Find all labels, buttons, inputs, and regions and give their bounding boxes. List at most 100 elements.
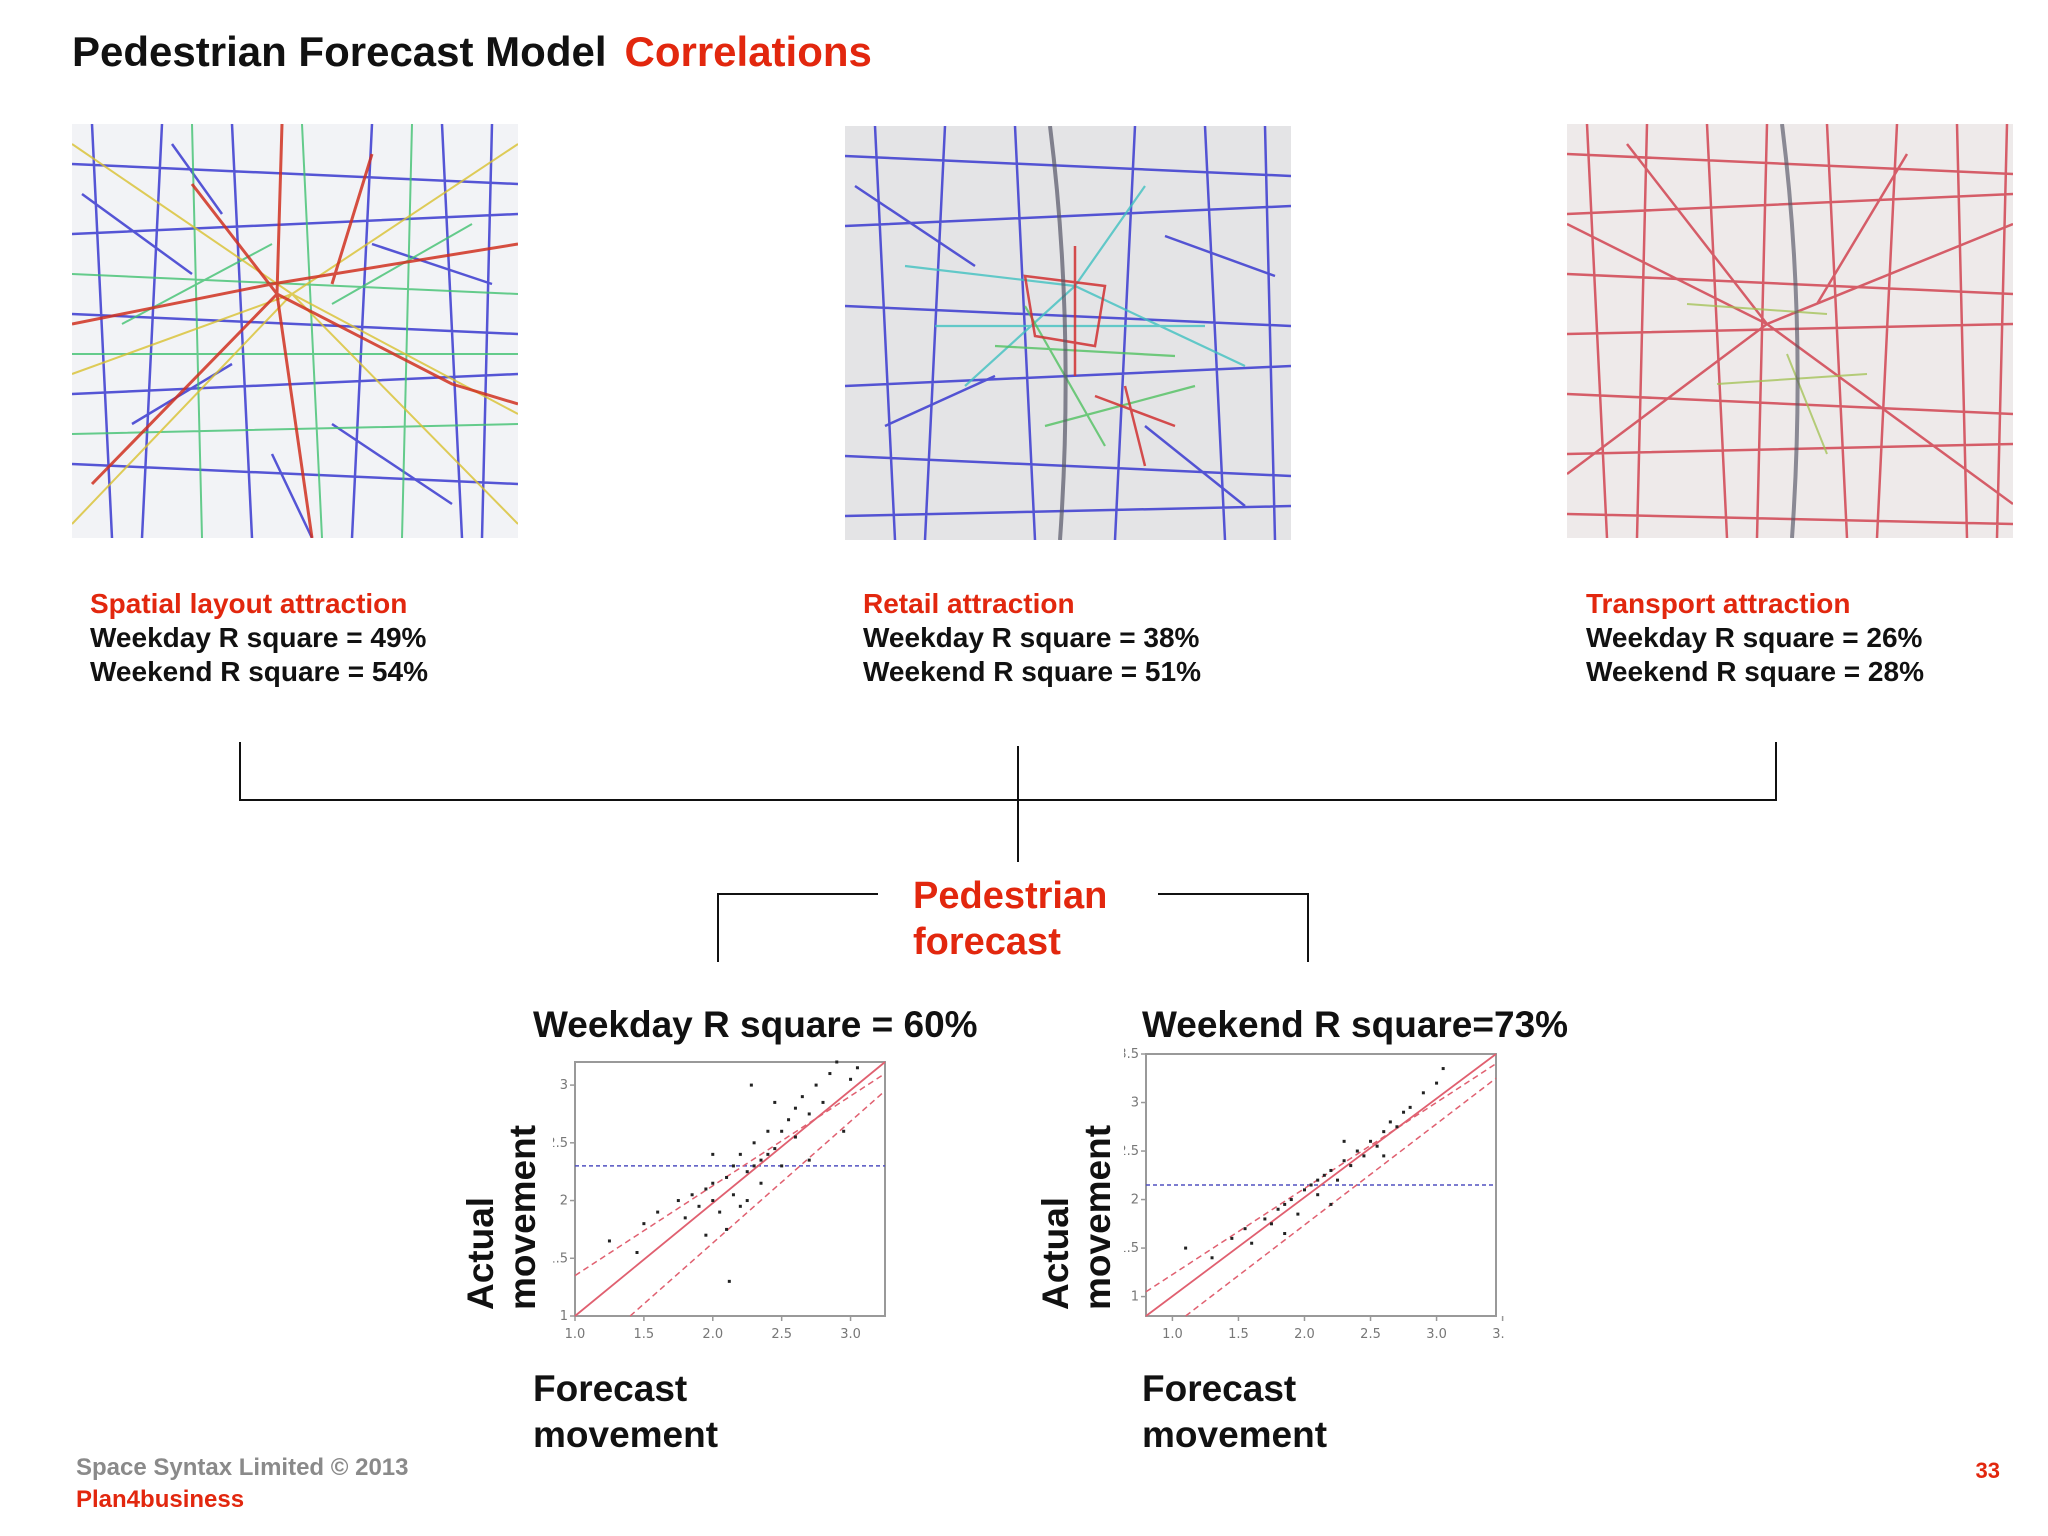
data-point: [642, 1222, 646, 1226]
retail-heading: Retail attraction: [863, 588, 1075, 619]
data-point: [780, 1129, 784, 1133]
data-point: [1210, 1256, 1214, 1260]
data-point: [1276, 1207, 1280, 1211]
data-point: [635, 1251, 639, 1254]
data-point: [759, 1158, 763, 1162]
confidence-lower-line: [1185, 1077, 1497, 1317]
y-tick-label: 2.5: [553, 1136, 568, 1151]
pedestrian-forecast-line1: Pedestrian: [913, 875, 1108, 917]
data-point: [749, 1083, 753, 1087]
page-number: 33: [1975, 1458, 2000, 1483]
data-point: [835, 1060, 839, 1064]
data-point: [1408, 1105, 1412, 1109]
data-point: [759, 1181, 763, 1185]
footer-copyright: Space Syntax Limited © 2013: [76, 1454, 409, 1481]
data-point: [807, 1158, 811, 1162]
data-point: [766, 1152, 770, 1156]
weekend-y-label-line1: Actual: [1035, 1196, 1076, 1310]
x-tick-label: 1.5: [1228, 1327, 1249, 1342]
y-tick-label: 1.5: [1124, 1241, 1139, 1256]
data-point: [1369, 1139, 1373, 1143]
spatial-layout-map: [72, 124, 518, 538]
data-point: [656, 1210, 660, 1214]
right-bracket: [1158, 893, 1309, 962]
data-point: [1382, 1130, 1386, 1134]
data-point: [718, 1210, 722, 1214]
data-point: [738, 1204, 742, 1208]
x-tick-label: 2.5: [1360, 1327, 1381, 1342]
x-tick-label: 3.0: [1426, 1327, 1447, 1342]
data-point: [683, 1216, 687, 1220]
weekend-scatter-chart: 1 1.5 2 2.5 3 3.5 1.0 1.5 2.0 2.5 3.0 3.5: [1124, 1047, 1504, 1342]
weekday-x-label-line2: movement: [533, 1414, 719, 1455]
data-point: [1263, 1217, 1267, 1221]
data-point: [1349, 1164, 1353, 1168]
data-point: [1316, 1178, 1320, 1182]
confidence-lower-line: [629, 1090, 886, 1317]
data-point: [1283, 1202, 1287, 1206]
y-tick-label: 2: [560, 1194, 568, 1209]
x-tick-label: 3.0: [840, 1327, 861, 1342]
data-point: [690, 1193, 694, 1197]
data-point: [1322, 1173, 1326, 1177]
y-tick-label: 1: [560, 1309, 568, 1324]
data-point: [849, 1077, 853, 1081]
y-tick-label: 3: [1131, 1096, 1139, 1111]
data-point: [731, 1193, 735, 1197]
page-title-accent: Correlations: [624, 28, 872, 75]
data-point: [780, 1164, 784, 1168]
data-point: [1336, 1178, 1340, 1182]
spatial-layout-weekday: Weekday R square = 49%: [90, 622, 427, 653]
data-point: [697, 1204, 701, 1208]
data-point: [793, 1135, 797, 1139]
data-point: [821, 1100, 825, 1104]
data-point: [1435, 1081, 1439, 1085]
left-bracket: [717, 893, 878, 962]
data-point: [1375, 1144, 1379, 1148]
data-point: [773, 1100, 777, 1104]
data-point: [711, 1152, 715, 1156]
transport-weekend: Weekend R square = 28%: [1586, 656, 1924, 687]
x-tick-label: 1.0: [565, 1327, 586, 1342]
spatial-layout-weekend: Weekend R square = 54%: [90, 656, 428, 687]
data-point: [1243, 1227, 1247, 1231]
transport-heading: Transport attraction: [1586, 588, 1851, 619]
data-point: [1302, 1188, 1306, 1192]
data-point: [1402, 1110, 1406, 1114]
data-point: [752, 1141, 756, 1145]
data-point: [704, 1187, 708, 1191]
data-point: [1329, 1168, 1333, 1172]
data-point: [1316, 1193, 1320, 1197]
top-bracket: [239, 742, 1777, 801]
spatial-layout-caption: Spatial layout attraction Weekday R squa…: [90, 587, 428, 689]
x-tick-label: 1.0: [1162, 1327, 1183, 1342]
data-point: [800, 1095, 804, 1099]
data-point: [727, 1279, 731, 1283]
weekend-y-axis-label: Actual movement: [1035, 1125, 1119, 1310]
weekday-y-label-line1: Actual: [460, 1196, 501, 1310]
data-point: [1230, 1236, 1234, 1240]
data-point: [842, 1129, 846, 1133]
weekday-y-label-line2: movement: [502, 1124, 543, 1310]
y-tick-label: 1: [1131, 1290, 1139, 1305]
confidence-upper-line: [574, 1072, 886, 1277]
data-point: [1296, 1212, 1300, 1216]
data-point: [1283, 1232, 1287, 1236]
footer-brand: Plan4business: [76, 1486, 245, 1513]
data-point: [1421, 1091, 1425, 1095]
pedestrian-forecast-label: Pedestrian forecast: [913, 873, 1107, 965]
y-tick-label: 2: [1131, 1193, 1139, 1208]
data-point: [711, 1181, 715, 1185]
data-point: [807, 1112, 811, 1116]
weekday-scatter-chart: 1 1.5 2 2.5 3 1.0 1.5 2.0 2.5 3.0: [553, 1060, 886, 1342]
data-point: [1441, 1067, 1445, 1071]
weekday-x-label-line1: Forecast: [533, 1368, 688, 1409]
data-point: [828, 1072, 832, 1076]
data-point: [1355, 1149, 1359, 1153]
fit-line: [1145, 1053, 1497, 1317]
weekend-x-label-line1: Forecast: [1142, 1368, 1297, 1409]
data-point: [1250, 1241, 1254, 1245]
x-tick-label: 2.0: [1294, 1327, 1315, 1342]
pedestrian-forecast-line2: forecast: [913, 921, 1061, 963]
page-title-main: Pedestrian Forecast Model: [72, 28, 607, 75]
